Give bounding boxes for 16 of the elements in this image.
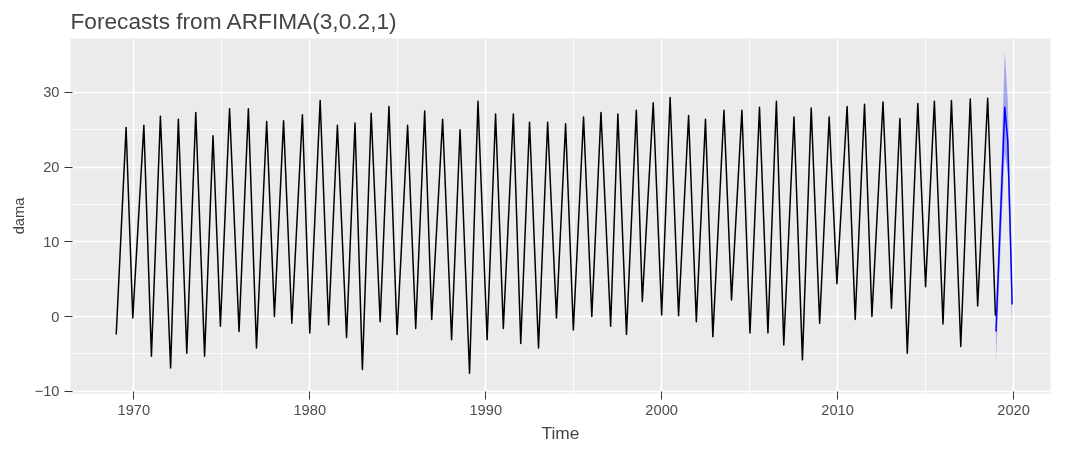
y-tick-label: 10 (43, 233, 60, 250)
line-series (995, 106, 1013, 333)
x-tick-label: 1990 (469, 401, 503, 418)
y-tick-label: 0 (51, 308, 60, 325)
chart-title: Forecasts from ARFIMA(3,0.2,1) (70, 7, 397, 34)
x-tick-label: 1970 (117, 401, 151, 418)
y-tick-label: −10 (34, 383, 60, 400)
x-tick-label: 1980 (293, 401, 327, 418)
x-tick-label: 2000 (645, 401, 678, 418)
y-axis-title: dama (10, 196, 27, 235)
y-tick-label: 30 (43, 84, 60, 101)
line-series (115, 96, 997, 375)
x-axis-title: Time (541, 422, 580, 443)
x-tick-label: 2020 (997, 401, 1030, 418)
x-tick-label: 2010 (821, 401, 854, 418)
y-tick-label: 20 (43, 159, 60, 176)
